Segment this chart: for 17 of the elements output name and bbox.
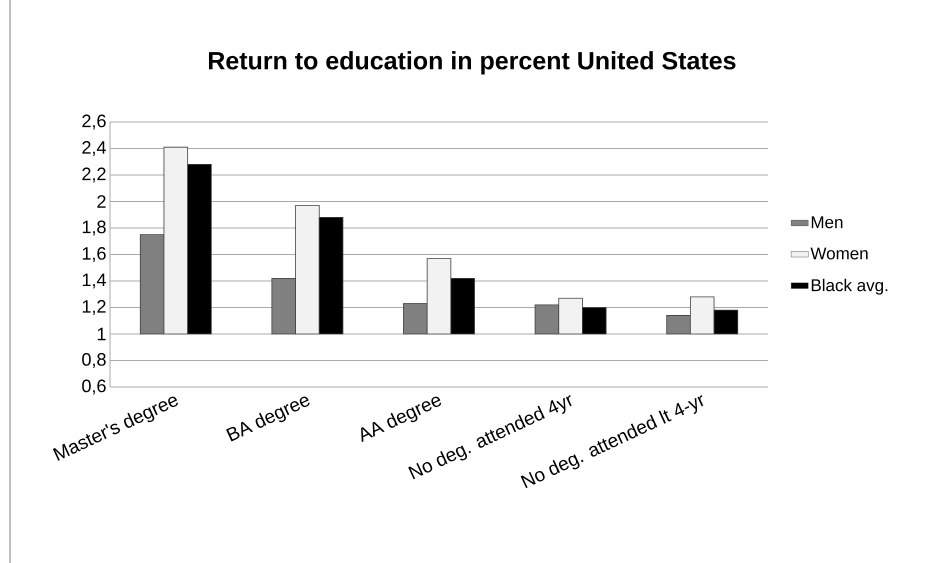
y-tick-label: 1,6 bbox=[82, 247, 106, 262]
chart-title: Return to education in percent United States bbox=[208, 51, 736, 74]
y-tick-label: 0,8 bbox=[82, 353, 106, 368]
y-tick-label: 0,6 bbox=[82, 380, 106, 394]
legend-label: Women bbox=[810, 248, 868, 260]
y-tick-label: 1 bbox=[98, 328, 106, 340]
x-tick-label: AA degree bbox=[361, 396, 442, 442]
y-tick-label: 2,4 bbox=[82, 141, 106, 156]
legend-label: Men bbox=[812, 216, 842, 228]
y-tick-label: 1,8 bbox=[82, 220, 106, 236]
y-tick-label: 1,2 bbox=[82, 300, 106, 315]
y-tick-label: 2,6 bbox=[82, 114, 106, 130]
y-tick-label: 1,4 bbox=[82, 274, 106, 288]
y-tick-label: 2,2 bbox=[82, 168, 106, 182]
x-tick-label: BA degree bbox=[226, 396, 310, 442]
y-tick-label: 2 bbox=[97, 195, 106, 208]
legend-label: Black avg. bbox=[812, 278, 888, 295]
